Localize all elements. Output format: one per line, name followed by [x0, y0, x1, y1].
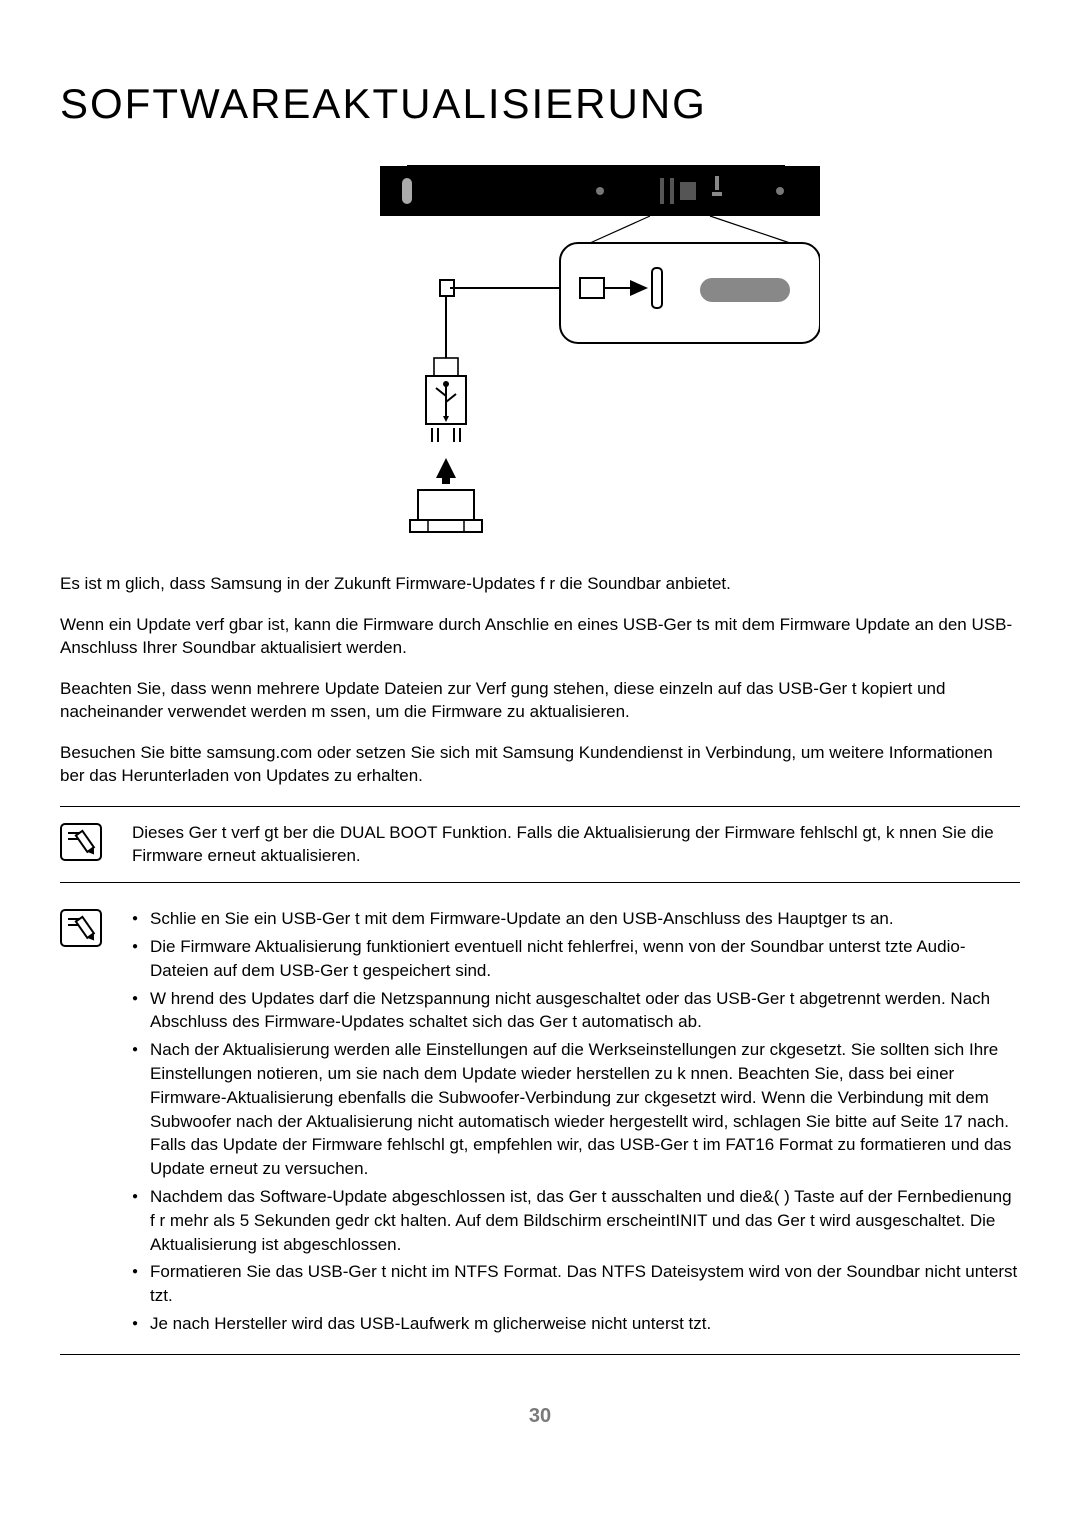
note-2-item: Nach der Aktualisierung werden alle Eins…	[132, 1038, 1020, 1181]
pencil-note-icon	[60, 823, 102, 866]
page-title: SOFTWAREAKTUALISIERUNG	[60, 80, 1020, 128]
intro-para-4: Besuchen Sie bitte samsung.com oder setz…	[60, 742, 1020, 788]
note-block-2: Schlie en Sie ein USB-Ger t mit dem Firm…	[60, 893, 1020, 1355]
note-2-item: Je nach Hersteller wird das USB-Laufwerk…	[132, 1312, 1020, 1336]
intro-para-1: Es ist m glich, dass Samsung in der Zuku…	[60, 573, 1020, 596]
intro-para-3: Beachten Sie, dass wenn mehrere Update D…	[60, 678, 1020, 724]
note-text-1: Dieses Ger t verf gt ber die DUAL BOOT F…	[132, 821, 1020, 869]
intro-para-2: Wenn ein Update verf gbar ist, kann die …	[60, 614, 1020, 660]
note-2-item: Formatieren Sie das USB-Ger t nicht im N…	[132, 1260, 1020, 1308]
note-block-1: Dieses Ger t verf gt ber die DUAL BOOT F…	[60, 806, 1020, 884]
note-2-item: W hrend des Updates darf die Netzspannun…	[132, 987, 1020, 1035]
note-2-item: Die Firmware Aktualisierung funktioniert…	[132, 935, 1020, 983]
note-2-item: Schlie en Sie ein USB-Ger t mit dem Firm…	[132, 907, 1020, 931]
connection-diagram	[60, 158, 1020, 543]
note-2-item: Nachdem das Software-Update abgeschlosse…	[132, 1185, 1020, 1256]
pencil-note-icon	[60, 909, 102, 952]
note-1-paragraph: Dieses Ger t verf gt ber die DUAL BOOT F…	[132, 821, 1020, 869]
note-list-2: Schlie en Sie ein USB-Ger t mit dem Firm…	[132, 907, 1020, 1340]
page-number: 30	[60, 1405, 1020, 1428]
